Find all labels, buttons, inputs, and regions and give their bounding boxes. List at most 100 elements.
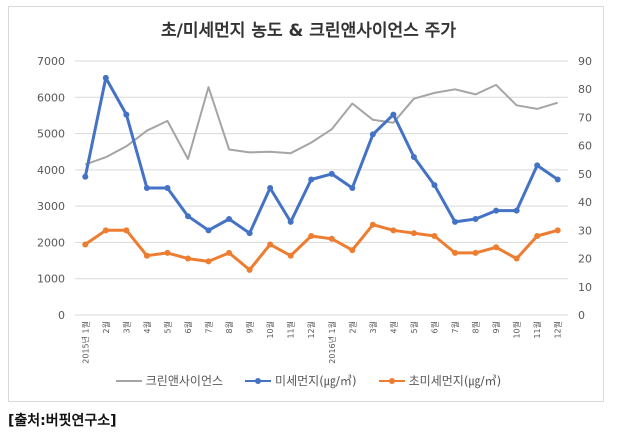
x-tick-label: 5월 [409, 321, 419, 333]
y-right-tick-label: 70 [578, 111, 592, 124]
legend-item-pm10: 미세먼지(㎍/㎥) [245, 372, 357, 389]
series-2-point [123, 227, 130, 234]
series-1-point [226, 216, 233, 223]
x-tick-label: 2015년 1월 [80, 321, 90, 364]
series-1-point [431, 182, 438, 189]
series-2-point [452, 249, 459, 256]
legend-label-pm10: 미세먼지(㎍/㎥) [275, 374, 357, 388]
legend-item-stock: 크린앤사이언스 [115, 372, 224, 389]
x-tick-label: 4월 [388, 321, 398, 333]
series-2-point [349, 247, 356, 254]
x-tick-label: 4월 [142, 321, 152, 333]
x-tick-label: 9월 [491, 321, 501, 333]
legend-label-pm25: 초미세먼지(㎍/㎥) [408, 374, 502, 388]
x-tick-label: 3월 [368, 321, 378, 333]
y-right-tick-label: 50 [578, 168, 592, 181]
series-2-point [205, 258, 212, 265]
series-2-point [369, 221, 376, 228]
series-1-point [410, 153, 417, 160]
series-1-point [513, 207, 520, 214]
series-2-point [184, 255, 191, 262]
y-left-tick-label: 0 [58, 309, 65, 322]
series-1-point [390, 111, 397, 118]
y-left-tick-label: 5000 [37, 128, 65, 141]
y-right-tick-label: 30 [578, 224, 592, 237]
series-1-point [164, 185, 171, 191]
series-line-0 [84, 83, 558, 166]
series-1-point [328, 170, 335, 177]
x-tick-label: 6월 [183, 321, 193, 333]
series-1-point [123, 111, 130, 118]
series-1-point [308, 176, 315, 183]
series-2-point [143, 252, 150, 259]
x-tick-label: 10월 [265, 321, 275, 339]
x-tick-label: 12월 [306, 321, 316, 339]
y-left-tick-label: 7000 [37, 55, 65, 68]
legend-item-pm25: 초미세먼지(㎍/㎥) [378, 372, 502, 389]
series-2-point [472, 249, 479, 256]
series-2-point [102, 227, 109, 234]
series-1-point [287, 218, 294, 225]
series-2-point [308, 232, 315, 239]
x-tick-label: 9월 [245, 321, 255, 333]
series-2-point [226, 249, 233, 256]
chart-title: 초/미세먼지 농도 & 크린앤사이언스 주가 [161, 21, 456, 41]
series-2-point [287, 252, 294, 259]
y-left-tick-label: 1000 [37, 273, 65, 286]
x-tick-label: 2월 [101, 321, 111, 333]
series-1-point [184, 213, 191, 220]
x-tick-label: 5월 [162, 321, 172, 333]
series-line-1 [83, 76, 559, 235]
series-1-point [493, 207, 500, 214]
legend: 크린앤사이언스 미세먼지(㎍/㎥) 초미세먼지(㎍/㎥) [0, 372, 617, 389]
x-tick-label: 7월 [204, 321, 214, 333]
y-left-tick-label: 3000 [37, 200, 65, 213]
x-tick-label: 11월 [532, 321, 542, 339]
series-1-point [554, 176, 561, 183]
x-tick-label: 3월 [121, 321, 131, 333]
series-1-point [267, 185, 274, 191]
x-tick-label: 7월 [450, 321, 460, 333]
series-2-point [534, 232, 541, 239]
series-2-point [493, 244, 500, 251]
series-2-point [164, 249, 171, 256]
legend-swatch-stock [115, 376, 142, 386]
legend-label-stock: 크린앤사이언스 [145, 374, 224, 388]
series-2-point [246, 266, 253, 273]
y-right-tick-label: 0 [578, 309, 585, 322]
series-line-2 [84, 223, 559, 272]
x-tick-label: 12월 [553, 321, 563, 339]
x-tick-label: 8월 [471, 321, 481, 333]
series-1-point [452, 218, 459, 225]
x-tick-label: 2월 [347, 321, 357, 333]
y-left-tick-label: 2000 [37, 236, 65, 249]
series-1-point [102, 74, 109, 81]
series-2-point [82, 241, 89, 248]
series-2-point [554, 227, 561, 234]
legend-swatch-pm10 [245, 376, 272, 386]
y-right-tick-label: 40 [578, 196, 592, 209]
x-tick-label: 11월 [286, 321, 296, 339]
source-note: [출처:버핏연구소] [8, 413, 117, 429]
x-tick-label: 6월 [429, 321, 439, 333]
series-2-point [410, 230, 417, 237]
series-1-point [143, 185, 150, 191]
series-1-point [246, 230, 253, 237]
x-tick-label: 2016년 1월 [327, 321, 337, 364]
series-2-point [328, 235, 335, 242]
y-right-tick-label: 80 [578, 83, 592, 96]
chart-frame [8, 6, 604, 402]
series-1-point [349, 185, 356, 191]
series-1-point [82, 173, 89, 180]
x-tick-label: 8월 [224, 321, 234, 333]
series-2-point [267, 241, 274, 248]
y-right-tick-label: 10 [578, 281, 592, 294]
y-right-tick-label: 20 [578, 253, 592, 266]
y-left-tick-label: 4000 [37, 164, 65, 177]
y-right-tick-label: 90 [578, 55, 592, 68]
series-2-point [390, 227, 397, 234]
series-1-point [534, 162, 541, 169]
series-1-point [369, 131, 376, 138]
series-1-point [472, 216, 479, 223]
